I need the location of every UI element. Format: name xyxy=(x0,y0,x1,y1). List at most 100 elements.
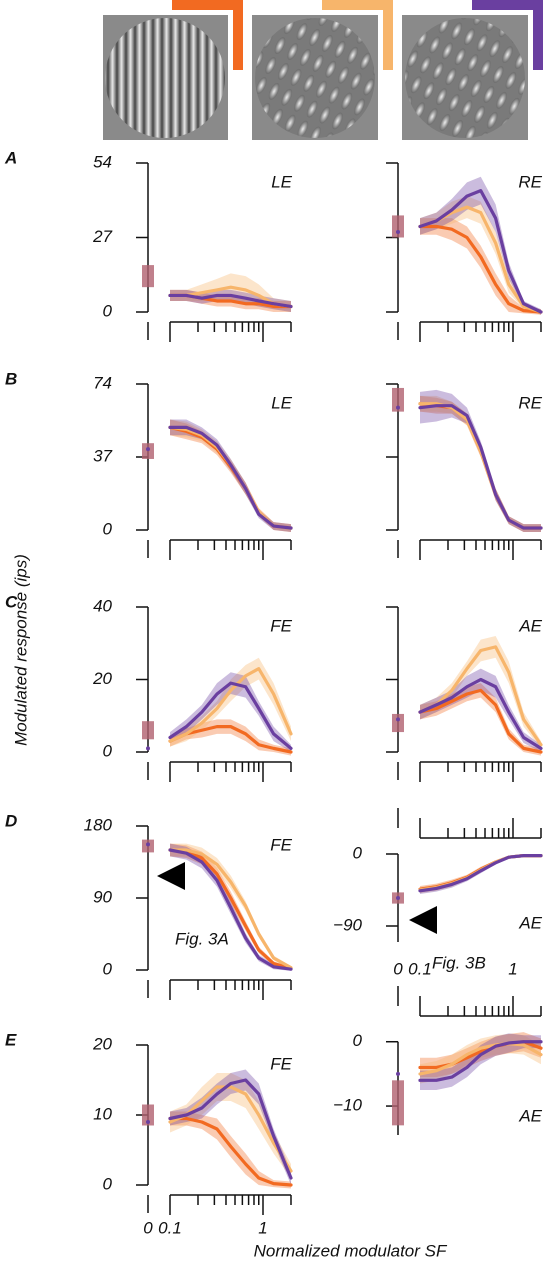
baseline-dot xyxy=(396,1071,400,1076)
y-tick-label: 0 xyxy=(353,1031,363,1050)
y-tick-label: 20 xyxy=(92,669,112,688)
x-axis-label: Normalized modulator SF xyxy=(254,1241,448,1260)
baseline-box xyxy=(392,387,404,412)
error-band xyxy=(420,218,541,315)
error-band xyxy=(170,672,291,752)
series-line xyxy=(168,725,293,754)
error-band xyxy=(420,668,541,752)
panel-letter: B xyxy=(5,369,17,388)
series-line xyxy=(418,404,543,530)
y-tick-label: 74 xyxy=(93,373,112,392)
error-band xyxy=(420,636,541,749)
series-line xyxy=(418,402,543,530)
annotation-arrow xyxy=(409,906,437,934)
subplot-label: LE xyxy=(271,172,292,191)
baseline-box xyxy=(392,1080,404,1126)
subplot-label: LE xyxy=(271,393,292,412)
panel-letter: D xyxy=(5,811,17,830)
panel-letter: A xyxy=(4,148,17,167)
error-band xyxy=(170,419,291,532)
baseline-dot xyxy=(146,842,150,847)
y-tick-label: 0 xyxy=(103,1174,113,1193)
baseline-box xyxy=(142,721,154,740)
series-line xyxy=(168,293,293,309)
baseline-dot xyxy=(396,405,400,410)
subplot-label: AE xyxy=(518,616,542,635)
series-line xyxy=(418,854,543,893)
error-band xyxy=(170,1073,291,1178)
stimulus-images xyxy=(103,0,543,140)
baseline-box xyxy=(392,713,404,733)
series-line xyxy=(168,285,293,309)
panel-letter: C xyxy=(5,592,18,611)
x-tick-label: 0.1 xyxy=(158,1218,182,1237)
series-line xyxy=(168,1085,293,1173)
y-tick-label: −10 xyxy=(333,1096,362,1115)
baseline-label: 0 xyxy=(393,959,403,978)
series-line xyxy=(168,1116,293,1187)
error-band xyxy=(170,1111,291,1189)
series-line xyxy=(168,425,293,530)
orientation-modulated-stimulus xyxy=(405,18,525,138)
series-line xyxy=(418,402,543,530)
baseline-dot xyxy=(396,229,400,234)
y-tick-label: 40 xyxy=(93,596,112,615)
y-tick-label: 20 xyxy=(92,1034,112,1053)
y-axis-label: Modulated response (ips) xyxy=(11,554,30,746)
error-band xyxy=(420,1034,541,1084)
series-line xyxy=(418,224,543,314)
x-tick-label: 0.1 xyxy=(408,959,432,978)
y-tick-label: 10 xyxy=(93,1104,112,1123)
error-band xyxy=(170,843,291,970)
baseline-box xyxy=(392,215,404,238)
y-tick-label: 0 xyxy=(103,519,113,538)
series-line xyxy=(168,848,293,970)
y-tick-label: 0 xyxy=(103,741,113,760)
subplot-label: FE xyxy=(270,1054,292,1073)
y-tick-label: −90 xyxy=(333,915,362,934)
annotation: Fig. 3B xyxy=(432,953,486,972)
x-tick-label: 1 xyxy=(258,1218,267,1237)
series-line xyxy=(418,645,543,747)
baseline-box xyxy=(142,265,154,288)
subplot-label: RE xyxy=(518,172,542,191)
y-tick-label: 27 xyxy=(92,227,112,246)
error-band xyxy=(420,395,541,532)
baseline-dot xyxy=(146,1120,150,1124)
subplot-label: AE xyxy=(518,1106,542,1125)
error-band xyxy=(420,395,541,532)
series-line xyxy=(418,1040,543,1082)
y-tick-label: 37 xyxy=(93,446,112,465)
series-line xyxy=(168,681,293,750)
annotation-arrow xyxy=(157,862,185,890)
series-line xyxy=(168,425,293,530)
subplot-label: AE xyxy=(518,913,542,932)
y-tick-label: 0 xyxy=(103,959,113,978)
y-tick-label: 0 xyxy=(353,843,363,862)
baseline-box xyxy=(142,1104,154,1126)
baseline-dot xyxy=(396,896,400,900)
series-line xyxy=(418,688,543,754)
series-line xyxy=(168,848,293,971)
subplot-label: FE xyxy=(270,835,292,854)
color-bracket xyxy=(322,0,393,70)
y-tick-label: 0 xyxy=(103,301,113,320)
baseline-label: 0 xyxy=(143,1218,153,1237)
subplot-label: FE xyxy=(270,616,292,635)
panel-letter: E xyxy=(5,1030,17,1049)
series-line xyxy=(168,848,293,970)
grating-stimulus xyxy=(105,18,225,138)
x-tick-label: 1 xyxy=(508,959,517,978)
series-line xyxy=(418,1042,543,1076)
baseline-dot xyxy=(396,717,400,722)
color-bracket xyxy=(472,0,543,70)
y-tick-label: 90 xyxy=(93,887,112,906)
series-line xyxy=(168,667,293,743)
annotation: Fig. 3A xyxy=(175,929,229,948)
series-line xyxy=(168,1078,293,1180)
subplot-label: RE xyxy=(518,393,542,412)
baseline-dot xyxy=(146,746,150,751)
series-line xyxy=(168,425,293,530)
